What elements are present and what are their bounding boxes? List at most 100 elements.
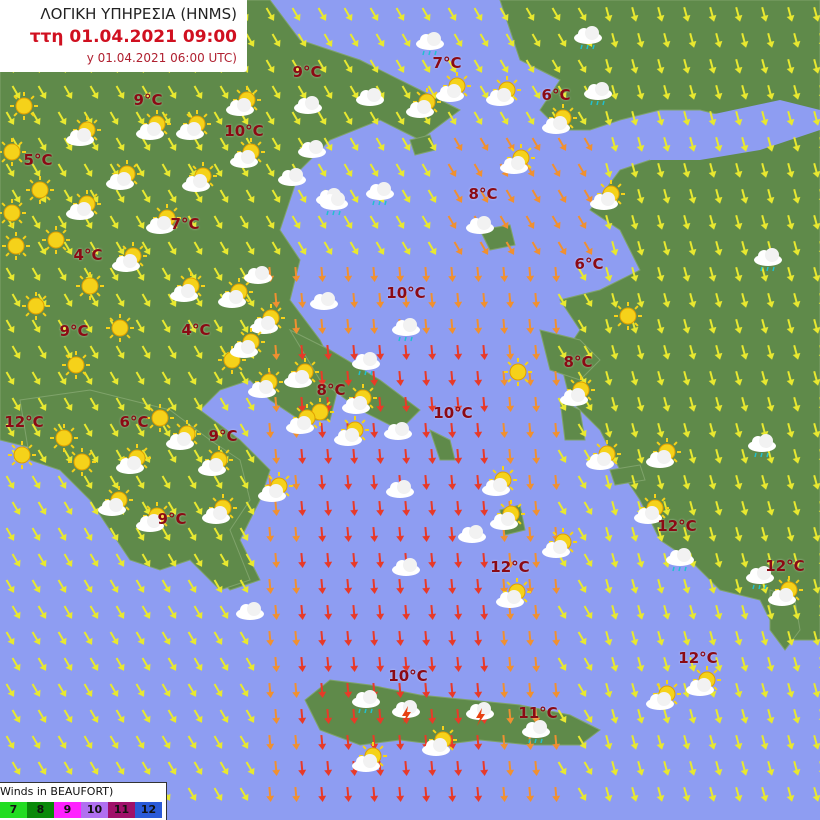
wind-arrow-icon	[239, 215, 249, 229]
wind-arrow-icon	[135, 215, 145, 229]
wind-arrow-icon	[812, 6, 820, 22]
thunderstorm-icon	[402, 706, 411, 724]
wind-arrow-icon	[109, 579, 119, 593]
wind-arrow-icon	[630, 630, 639, 646]
wind-arrow-icon	[682, 786, 691, 802]
wind-arrow-icon	[344, 682, 353, 698]
wind-arrow-icon	[193, 709, 203, 723]
wind-arrow-icon	[57, 527, 67, 541]
wind-arrow-icon	[577, 631, 587, 645]
temperature-label: 12°C	[657, 517, 697, 535]
wind-arrow-icon	[63, 657, 73, 671]
wind-arrow-icon	[370, 630, 379, 646]
wind-arrow-icon	[526, 474, 535, 490]
wind-arrow-icon	[636, 760, 645, 776]
wind-arrow-icon	[760, 318, 769, 334]
wind-arrow-icon	[239, 423, 249, 437]
wind-arrow-icon	[740, 136, 749, 152]
wind-arrow-icon	[272, 292, 281, 308]
cloud-icon	[258, 484, 286, 502]
wind-arrow-icon	[786, 474, 795, 490]
wind-arrow-icon	[740, 448, 749, 464]
wind-arrow-icon	[272, 760, 281, 776]
wind-arrow-icon	[324, 760, 333, 776]
wind-arrow-icon	[480, 292, 489, 308]
wind-arrow-icon	[740, 396, 749, 412]
wind-arrow-icon	[812, 682, 820, 698]
wind-arrow-icon	[395, 111, 405, 125]
wind-arrow-icon	[812, 422, 820, 438]
sun-icon	[10, 92, 38, 120]
wind-arrow-icon	[636, 240, 645, 256]
cloud-icon	[112, 254, 140, 272]
wind-arrow-icon	[454, 708, 463, 724]
wind-arrow-icon	[401, 33, 411, 47]
wind-arrow-icon	[375, 33, 385, 47]
wind-arrow-icon	[656, 110, 665, 126]
wind-arrow-icon	[662, 708, 671, 724]
wind-arrow-icon	[557, 137, 567, 151]
cloud-icon	[352, 352, 380, 370]
wind-arrow-icon	[506, 396, 515, 412]
wind-arrow-icon	[5, 371, 15, 385]
wind-arrow-icon	[5, 579, 15, 593]
wind-arrow-icon	[402, 448, 411, 464]
wind-arrow-icon	[708, 6, 717, 22]
wind-arrow-icon	[532, 708, 541, 724]
wind-arrow-icon	[448, 422, 457, 438]
wind-arrow-icon	[369, 111, 379, 125]
wind-arrow-icon	[239, 475, 249, 489]
wind-arrow-icon	[636, 708, 645, 724]
wind-arrow-icon	[812, 214, 820, 230]
wind-arrow-icon	[786, 422, 795, 438]
cloud-icon	[422, 738, 450, 756]
rain-icon	[580, 44, 595, 50]
wind-arrow-icon	[421, 215, 431, 229]
wind-arrow-icon	[474, 318, 483, 334]
wind-arrow-icon	[141, 241, 151, 255]
wind-arrow-icon	[344, 370, 353, 386]
wind-arrow-icon	[115, 85, 125, 99]
wind-arrow-icon	[369, 163, 379, 177]
wind-arrow-icon	[245, 553, 255, 567]
wind-arrow-icon	[474, 630, 483, 646]
wind-arrow-icon	[656, 734, 665, 750]
wind-arrow-icon	[89, 397, 99, 411]
wind-arrow-icon	[141, 553, 151, 567]
wind-arrow-icon	[5, 735, 15, 749]
wind-arrow-icon	[688, 396, 697, 412]
wind-arrow-icon	[604, 6, 613, 22]
wind-arrow-icon	[31, 319, 41, 333]
wind-arrow-icon	[479, 33, 489, 47]
temperature-label: 12°C	[490, 558, 530, 576]
wind-arrow-icon	[422, 786, 431, 802]
temperature-label: 10°C	[386, 284, 426, 302]
wind-arrow-icon	[786, 786, 795, 802]
wind-arrow-icon	[167, 137, 177, 151]
wind-arrow-icon	[551, 59, 561, 73]
wind-arrow-icon	[604, 474, 613, 490]
wind-arrow-icon	[688, 656, 697, 672]
temperature-label: 5°C	[23, 151, 53, 169]
forecast-time: ττη 01.04.2021 09:00	[29, 27, 237, 47]
wind-arrow-icon	[662, 188, 671, 204]
cloud-icon	[486, 88, 514, 106]
wind-arrow-icon	[5, 475, 15, 489]
temperature-label: 9°C	[133, 91, 163, 109]
wind-arrow-icon	[167, 189, 177, 203]
wind-arrow-icon	[298, 344, 307, 360]
wind-arrow-icon	[740, 552, 749, 568]
wind-arrow-icon	[577, 319, 587, 333]
cloud-icon	[386, 480, 414, 498]
wind-arrow-icon	[11, 345, 21, 359]
wind-arrow-icon	[604, 318, 613, 334]
wind-arrow-icon	[193, 397, 203, 411]
wind-arrow-icon	[63, 85, 73, 99]
wind-arrow-icon	[219, 761, 229, 775]
wind-arrow-icon	[812, 370, 820, 386]
wind-arrow-icon	[583, 189, 593, 203]
sun-icon	[26, 176, 54, 204]
wind-arrow-icon	[766, 552, 775, 568]
wind-arrow-icon	[662, 604, 671, 620]
wind-arrow-icon	[193, 761, 203, 775]
